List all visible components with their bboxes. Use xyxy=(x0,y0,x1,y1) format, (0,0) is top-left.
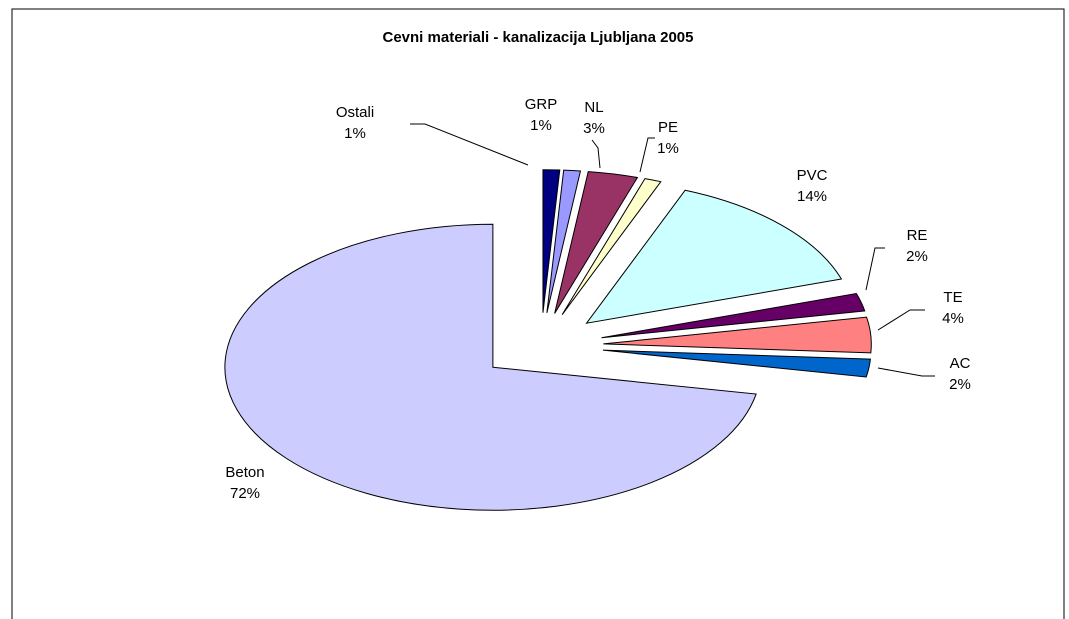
slice-label: TE xyxy=(943,289,962,306)
slice-value-label: 2% xyxy=(949,376,971,393)
leader-lines xyxy=(410,123,935,377)
slice-label: PE xyxy=(658,119,678,136)
slice-value-label: 72% xyxy=(230,485,260,502)
leader-line xyxy=(639,137,655,173)
slice-value-label: 1% xyxy=(530,117,552,134)
pie-slice xyxy=(224,223,757,511)
leader-line xyxy=(865,247,885,291)
pie-slice xyxy=(546,169,582,313)
leader-line xyxy=(591,139,601,169)
slice-value-label: 4% xyxy=(942,310,964,327)
slice-value-label: 2% xyxy=(906,248,928,265)
slice-label: GRP xyxy=(525,96,558,113)
pie-slice xyxy=(542,169,561,313)
slice-label: RE xyxy=(907,227,928,244)
pie-slice xyxy=(554,171,639,314)
chart-frame xyxy=(11,8,1065,619)
slice-label: Ostali xyxy=(336,104,374,121)
slice-label: AC xyxy=(950,355,971,372)
slice-value-label: 3% xyxy=(583,120,605,137)
slice-value-label: 1% xyxy=(344,125,366,142)
pie-slice xyxy=(601,292,866,339)
slice-value-label: 1% xyxy=(657,140,679,157)
slice-value-label: 14% xyxy=(797,188,827,205)
pie-slice xyxy=(561,178,662,315)
slice-label: Beton xyxy=(225,464,264,481)
leader-line xyxy=(877,367,935,377)
pie-slice xyxy=(603,316,872,354)
chart-title: Cevni materiali - kanalizacija Ljubljana… xyxy=(383,29,694,46)
slice-label: PVC xyxy=(797,167,828,184)
pie-slice xyxy=(585,189,843,324)
pie-slice xyxy=(602,349,871,378)
leader-line xyxy=(410,123,529,166)
leader-line xyxy=(877,309,925,331)
slice-label: NL xyxy=(584,99,603,116)
